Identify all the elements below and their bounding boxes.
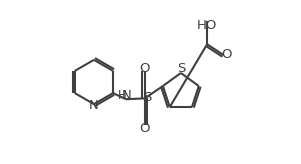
Text: O: O bbox=[139, 62, 150, 75]
Text: S: S bbox=[143, 91, 151, 104]
Text: O: O bbox=[222, 48, 232, 62]
Text: H: H bbox=[117, 89, 126, 102]
Text: N: N bbox=[89, 99, 99, 112]
Text: S: S bbox=[177, 62, 185, 75]
Text: HO: HO bbox=[197, 19, 217, 32]
Text: N: N bbox=[122, 89, 132, 102]
Text: O: O bbox=[139, 122, 150, 135]
